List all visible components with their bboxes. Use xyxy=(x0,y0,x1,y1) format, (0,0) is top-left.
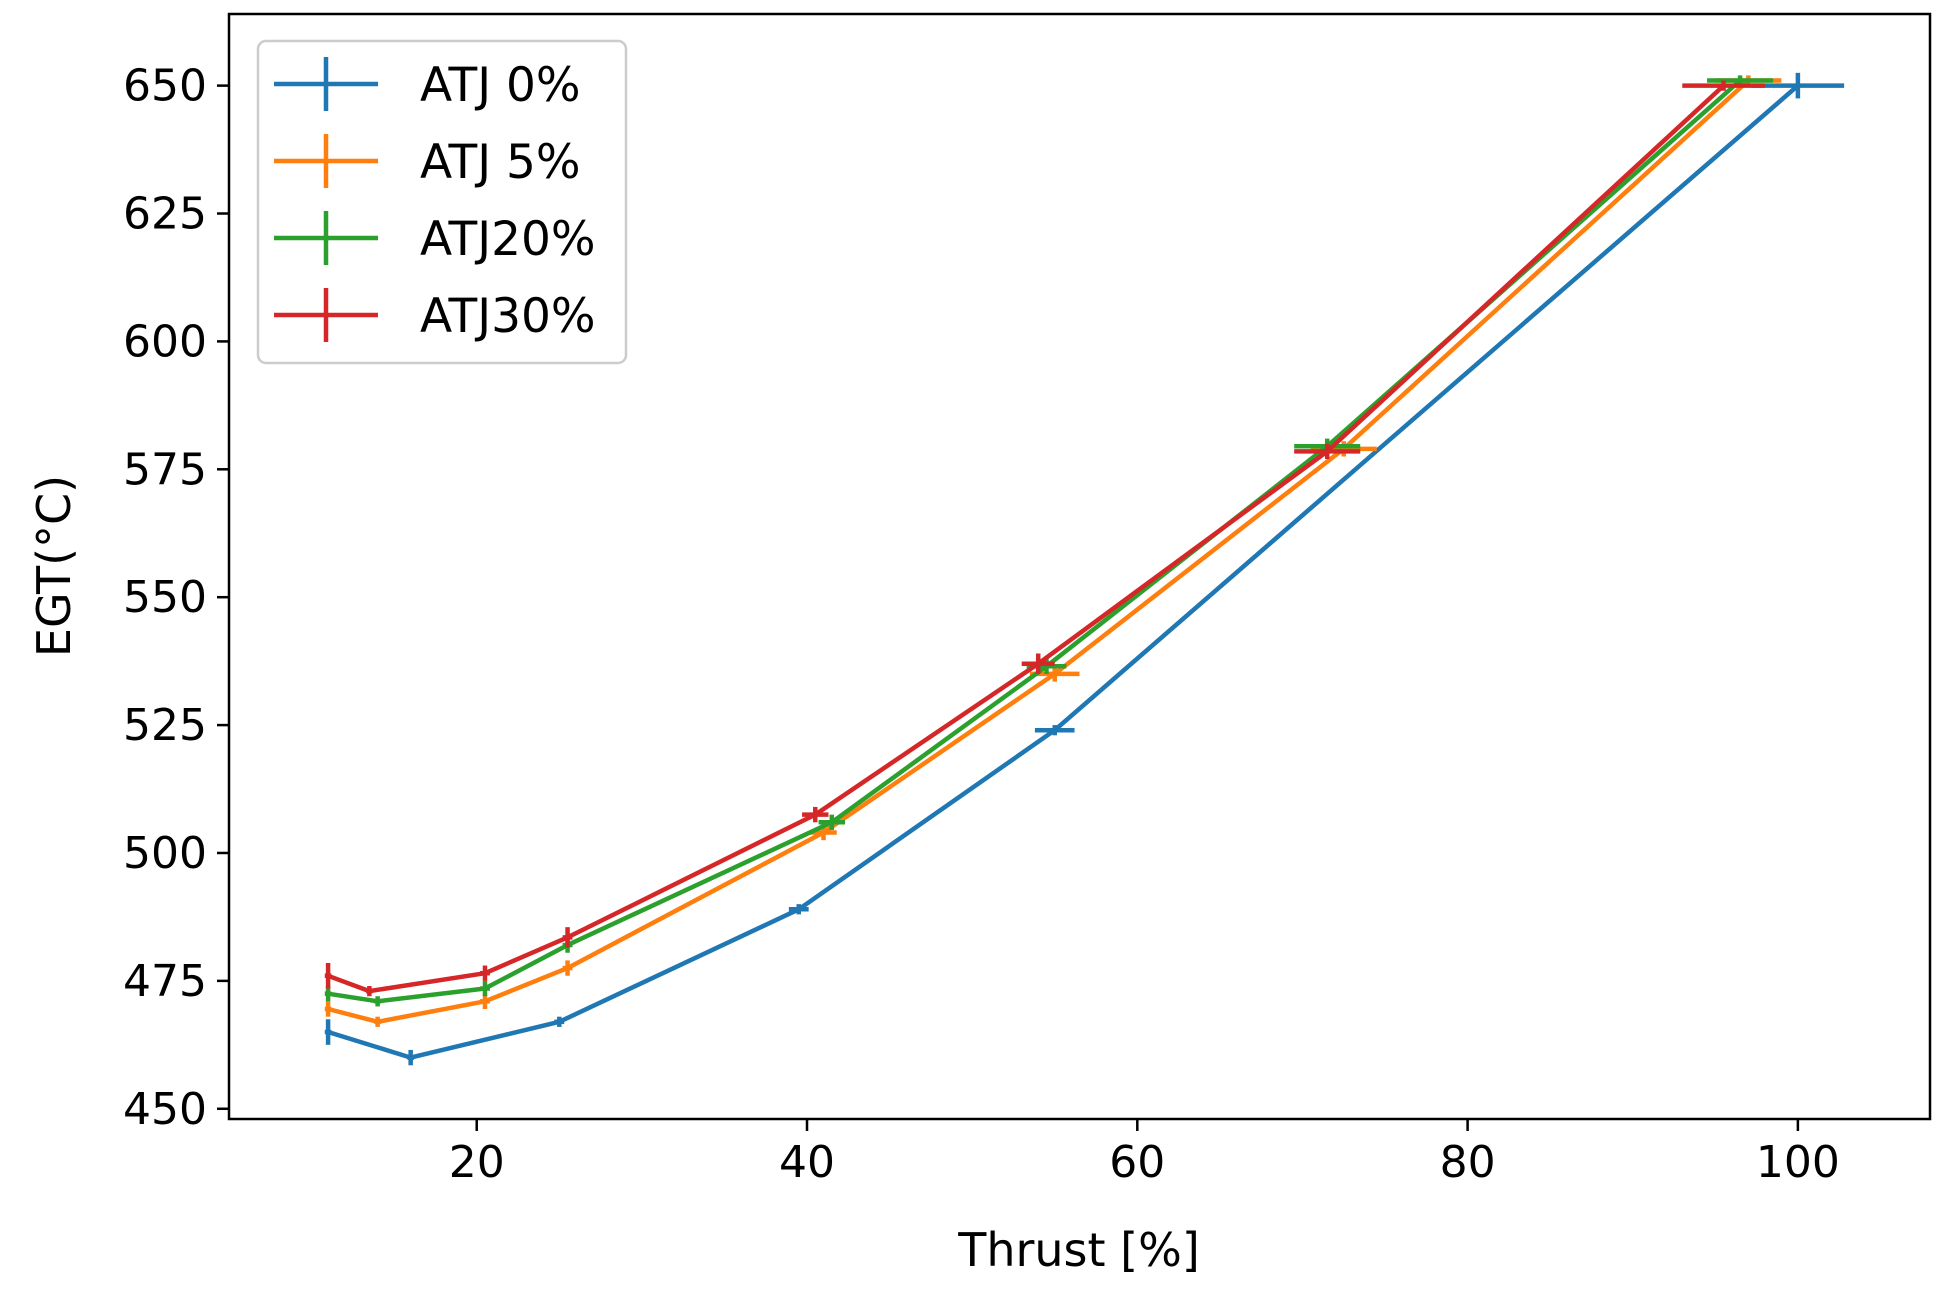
x-tick-label: 60 xyxy=(1109,1137,1165,1188)
y-tick-label: 500 xyxy=(123,828,207,879)
series-atj-0- xyxy=(324,72,1845,1066)
y-axis-label: EGT(°C) xyxy=(27,475,81,657)
x-tick-label: 20 xyxy=(449,1137,505,1188)
plot-frame xyxy=(227,12,1932,1121)
series-line xyxy=(325,78,1743,1004)
legend-label: ATJ 5% xyxy=(420,135,581,190)
y-tick-label: 550 xyxy=(123,572,207,623)
y-tick-label: 475 xyxy=(123,956,207,1007)
legend-entry: ATJ 0% xyxy=(274,57,581,113)
y-tick-label: 525 xyxy=(123,700,207,751)
y-tick-label: 625 xyxy=(123,189,207,240)
legend-entries: ATJ 0% ATJ 5% ATJ20% ATJ30% xyxy=(274,57,596,344)
y-tick-label: 575 xyxy=(123,444,207,495)
legend-frame xyxy=(256,39,628,365)
y-axis: 450 475 500 525 550 575 600 625 650 xyxy=(123,61,229,1135)
legend-entry: ATJ30% xyxy=(274,288,596,344)
series-atj30- xyxy=(324,80,1765,997)
series-line xyxy=(325,83,1801,1060)
x-tick-label: 100 xyxy=(1756,1137,1840,1188)
x-axis: 20 40 60 80 100 xyxy=(449,1119,1840,1188)
legend-label: ATJ30% xyxy=(420,289,596,344)
y-tick-label: 450 xyxy=(123,1084,207,1135)
legend-label: ATJ20% xyxy=(420,212,596,267)
x-tick-label: 40 xyxy=(779,1137,835,1188)
legend: ATJ 0% ATJ 5% ATJ20% ATJ30% xyxy=(256,39,628,365)
series-line xyxy=(325,83,1726,994)
legend-label: ATJ 0% xyxy=(420,58,581,113)
legend-entry: ATJ 5% xyxy=(274,134,581,190)
y-tick-label: 600 xyxy=(123,316,207,367)
y-tick-label: 650 xyxy=(123,61,207,112)
x-tick-label: 80 xyxy=(1440,1137,1496,1188)
legend-entry: ATJ20% xyxy=(274,211,596,267)
series-line xyxy=(325,78,1751,1025)
x-axis-label: Thrust [%] xyxy=(957,1223,1200,1277)
series-layer xyxy=(324,72,1845,1066)
